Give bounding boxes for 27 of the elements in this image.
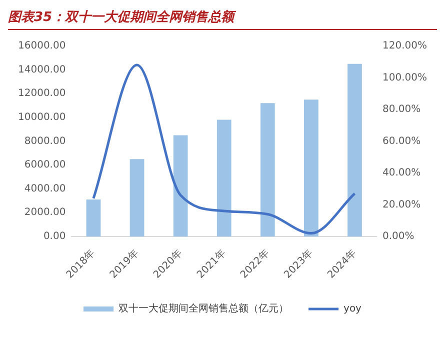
line-series bbox=[92, 64, 356, 235]
y-tick-label: 16000.00 bbox=[18, 40, 66, 52]
y2-tick-label: 0.00% bbox=[382, 231, 414, 242]
bar bbox=[173, 135, 188, 236]
y2-tick-label: 20.00% bbox=[382, 199, 421, 210]
y-tick-label: 10000.00 bbox=[18, 112, 66, 124]
y-tick-label: 0.00 bbox=[43, 231, 66, 242]
bar bbox=[216, 120, 232, 236]
chart-title: 图表35：双十一大促期间全网销售总额 bbox=[8, 8, 437, 30]
y2-tick-label: 60.00% bbox=[382, 136, 421, 147]
y2-tick-label: 80.00% bbox=[382, 104, 421, 116]
bar bbox=[304, 100, 318, 236]
y-tick-label: 2000.00 bbox=[24, 207, 66, 218]
bar bbox=[260, 103, 275, 236]
bar bbox=[130, 159, 144, 236]
y-tick-label: 6000.00 bbox=[24, 160, 66, 171]
y-tick-label: 14000.00 bbox=[18, 64, 66, 76]
y2-tick-label: 120.00% bbox=[382, 40, 428, 52]
legend-label: yoy bbox=[344, 304, 362, 315]
y2-tick-label: 40.00% bbox=[382, 168, 421, 179]
bar bbox=[86, 200, 101, 236]
bar bbox=[348, 64, 362, 236]
y-tick-label: 12000.00 bbox=[18, 88, 66, 100]
y2-tick-label: 100.00% bbox=[382, 72, 428, 84]
y-tick-label: 8000.00 bbox=[24, 136, 66, 147]
y-tick-label: 4000.00 bbox=[24, 183, 66, 194]
legend-label: 双十一大促期间全网销售总额（亿元） bbox=[118, 302, 289, 315]
